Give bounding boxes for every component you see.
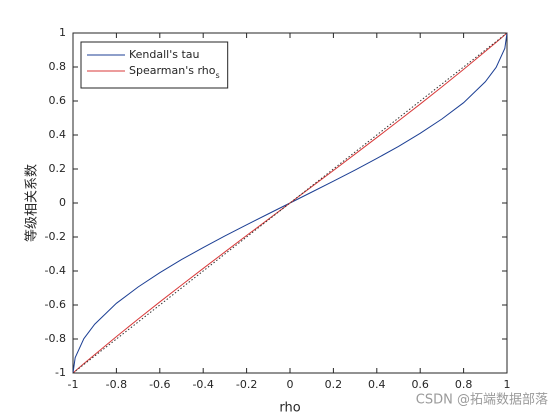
x-tick-label: 0.2 bbox=[325, 378, 343, 391]
x-tick-label: -0.8 bbox=[106, 378, 127, 391]
x-tick-label: 0.6 bbox=[411, 378, 429, 391]
y-tick-label: -0.8 bbox=[45, 332, 66, 345]
y-tick-label: 0.2 bbox=[49, 162, 67, 175]
legend-label: Kendall's tau bbox=[129, 48, 200, 61]
y-tick-label: 0 bbox=[59, 196, 66, 209]
y-tick-label: -0.6 bbox=[45, 298, 66, 311]
y-axis-label: 等级相关系数 bbox=[24, 164, 40, 242]
y-tick-label: 0.4 bbox=[49, 128, 67, 141]
x-tick-label: -0.6 bbox=[149, 378, 170, 391]
legend-label: Spearman's rhos bbox=[129, 64, 220, 80]
x-tick-label: -1 bbox=[68, 378, 79, 391]
x-axis-label: rho bbox=[279, 401, 300, 416]
y-tick-label: -1 bbox=[55, 366, 66, 379]
y-tick-label: -0.2 bbox=[45, 230, 66, 243]
legend-box bbox=[80, 41, 229, 89]
y-tick-label: -0.4 bbox=[45, 264, 66, 277]
watermark: CSDN @拓端数据部落 bbox=[416, 393, 548, 408]
x-tick-label: 1 bbox=[504, 378, 511, 391]
y-tick-label: 1 bbox=[59, 26, 66, 39]
x-tick-label: 0.8 bbox=[455, 378, 473, 391]
x-tick-label: -0.2 bbox=[236, 378, 257, 391]
x-tick-label: 0.4 bbox=[368, 378, 386, 391]
x-tick-label: -0.4 bbox=[192, 378, 213, 391]
y-tick-label: 0.8 bbox=[49, 60, 67, 73]
y-tick-label: 0.6 bbox=[49, 94, 67, 107]
series-line bbox=[72, 32, 508, 374]
x-tick-label: 0 bbox=[287, 378, 294, 391]
